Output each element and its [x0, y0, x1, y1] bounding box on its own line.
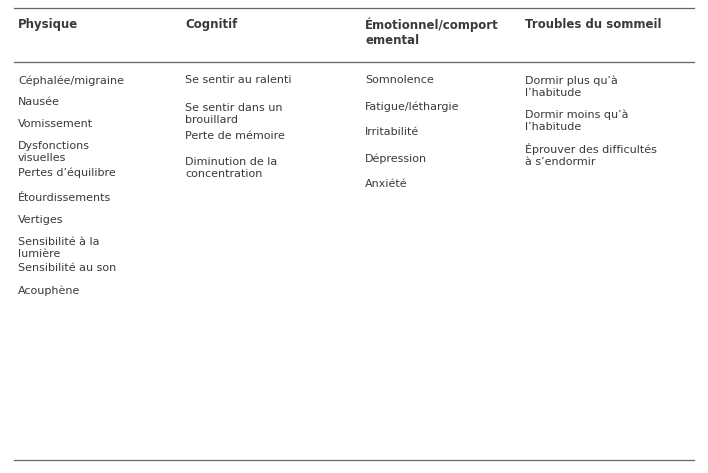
Text: Cognitif: Cognitif	[185, 18, 237, 31]
Text: Diminution de la
concentration: Diminution de la concentration	[185, 157, 278, 179]
Text: Céphalée/migraine: Céphalée/migraine	[18, 75, 124, 86]
Text: Perte de mémoire: Perte de mémoire	[185, 131, 285, 141]
Text: Éprouver des difficultés
à s’endormir: Éprouver des difficultés à s’endormir	[525, 143, 657, 167]
Text: Troubles du sommeil: Troubles du sommeil	[525, 18, 661, 31]
Text: Se sentir au ralenti: Se sentir au ralenti	[185, 75, 292, 85]
Text: Sensibilité au son: Sensibilité au son	[18, 263, 116, 273]
Text: Somnolence: Somnolence	[365, 75, 434, 85]
Text: Dormir moins qu’à
l’habitude: Dormir moins qu’à l’habitude	[525, 109, 629, 131]
Text: Nausée: Nausée	[18, 97, 60, 107]
Text: Acouphène: Acouphène	[18, 285, 81, 296]
Text: Physique: Physique	[18, 18, 79, 31]
Text: Vertiges: Vertiges	[18, 215, 64, 225]
Text: Sensibilité à la
lumière: Sensibilité à la lumière	[18, 237, 100, 259]
Text: Vomissement: Vomissement	[18, 119, 93, 129]
Text: Fatigue/léthargie: Fatigue/léthargie	[365, 101, 459, 112]
Text: Anxiété: Anxiété	[365, 179, 408, 189]
Text: Pertes d’équilibre: Pertes d’équilibre	[18, 167, 115, 177]
Text: Dormir plus qu’à
l’habitude: Dormir plus qu’à l’habitude	[525, 75, 618, 97]
Text: Se sentir dans un
brouillard: Se sentir dans un brouillard	[185, 103, 282, 125]
Text: Dépression: Dépression	[365, 153, 427, 164]
Text: Irritabilité: Irritabilité	[365, 127, 419, 137]
Text: Dysfonctions
visuelles: Dysfonctions visuelles	[18, 141, 90, 163]
Text: Étourdissements: Étourdissements	[18, 193, 111, 203]
Text: Émotionnel/comport
emental: Émotionnel/comport emental	[365, 18, 498, 47]
